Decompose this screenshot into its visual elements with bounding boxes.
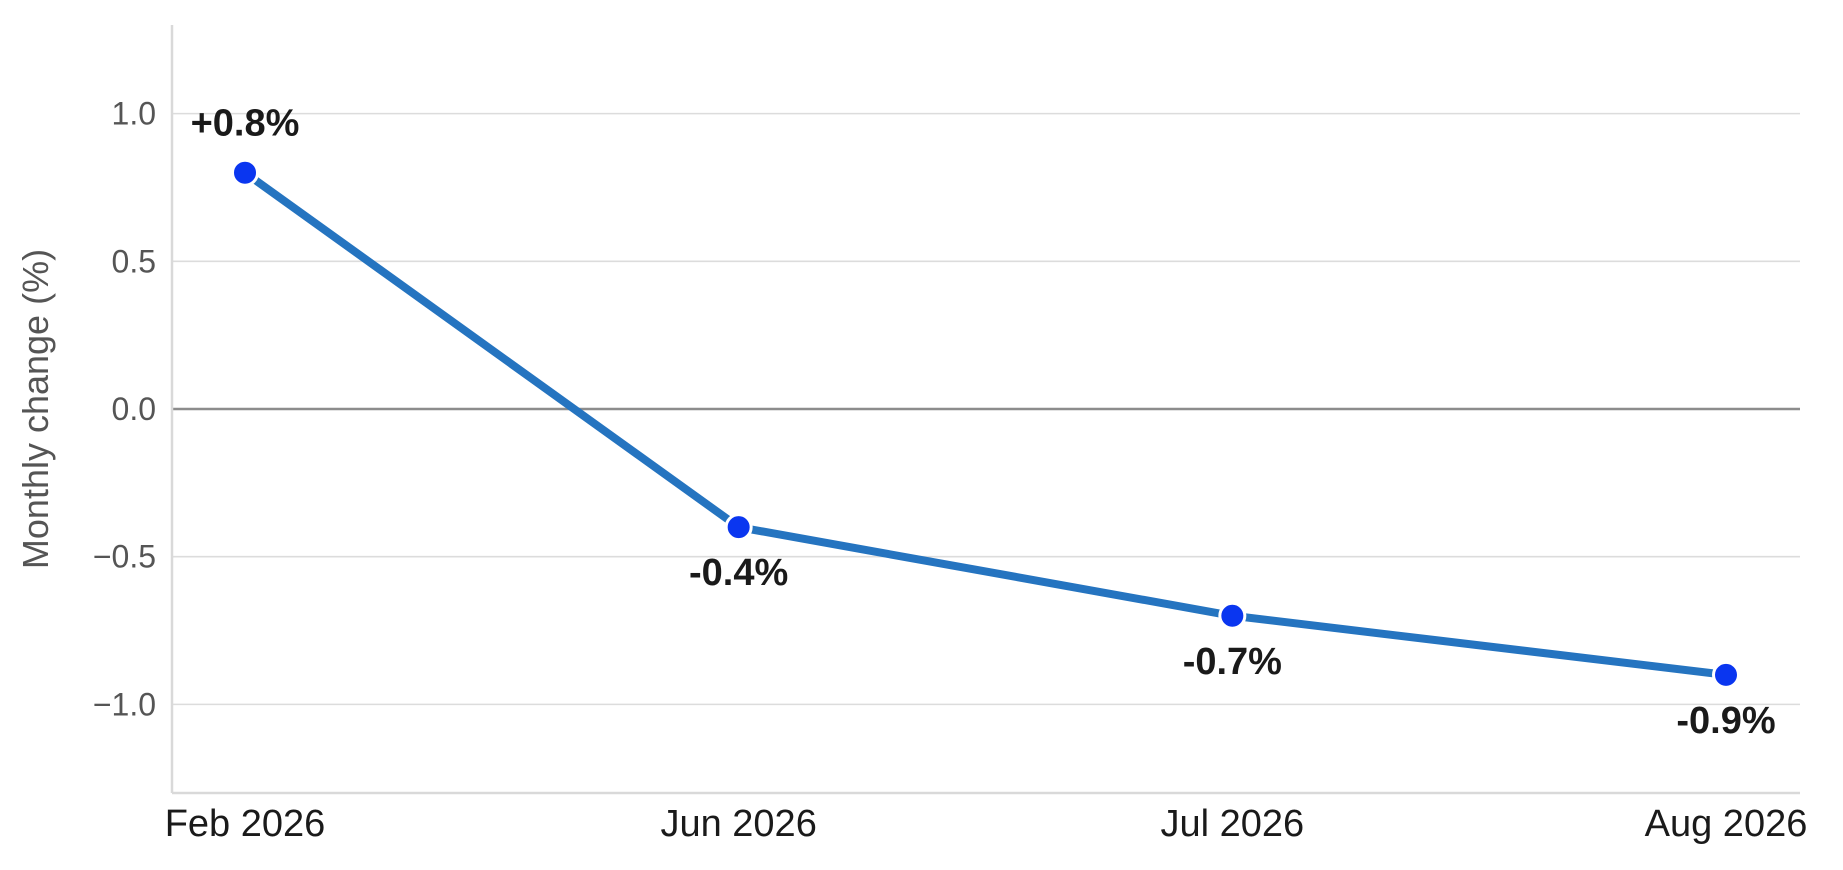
data-point <box>233 160 258 185</box>
data-label: -0.4% <box>689 552 788 594</box>
x-tick-label: Aug 2026 <box>1645 803 1808 845</box>
data-label: -0.9% <box>1676 700 1775 742</box>
data-point <box>1220 603 1245 628</box>
y-tick-label: 0.5 <box>112 243 156 279</box>
x-tick-label: Jun 2026 <box>660 803 816 845</box>
data-point <box>1714 662 1739 687</box>
y-tick-label: 1.0 <box>112 96 156 132</box>
x-tick-label: Jul 2026 <box>1160 803 1304 845</box>
data-label: -0.7% <box>1183 641 1282 683</box>
grid-layer <box>172 114 1800 705</box>
data-point <box>726 515 751 540</box>
axes-layer: 1.0 0.5 0.0 −0.5 −1.0 Feb 2026 Jun 2026 Jul 202… <box>93 25 1808 845</box>
series-layer <box>233 160 1739 687</box>
label-layer: +0.8% -0.4% -0.7% -0.9% <box>191 103 1776 742</box>
y-tick-label: −1.0 <box>93 686 156 722</box>
y-tick-label: −0.5 <box>93 539 156 575</box>
data-label: +0.8% <box>191 103 300 145</box>
y-axis-label: Monthly change (%) <box>15 249 56 569</box>
y-tick-label: 0.0 <box>112 391 156 427</box>
x-tick-label: Feb 2026 <box>165 803 326 845</box>
series-line <box>245 173 1726 675</box>
